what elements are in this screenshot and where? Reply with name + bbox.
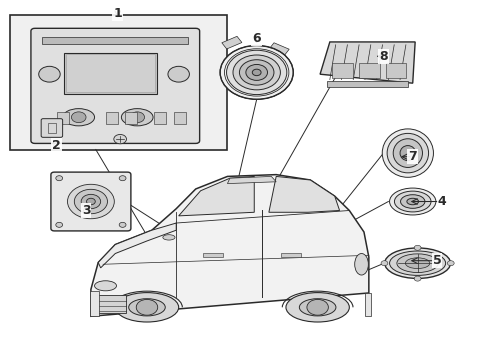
Bar [331, 63, 352, 78]
Circle shape [71, 112, 86, 123]
Bar [125, 112, 137, 125]
Bar [268, 43, 288, 55]
Circle shape [226, 50, 286, 95]
Text: 1: 1 [113, 7, 122, 20]
Bar [47, 123, 56, 133]
Ellipse shape [386, 134, 427, 173]
Polygon shape [227, 176, 276, 184]
Bar [105, 112, 118, 125]
Ellipse shape [406, 198, 418, 205]
Ellipse shape [396, 254, 437, 273]
Ellipse shape [94, 281, 116, 291]
Ellipse shape [389, 188, 435, 215]
Circle shape [39, 66, 60, 82]
Ellipse shape [299, 299, 335, 316]
Circle shape [119, 176, 126, 181]
Ellipse shape [392, 139, 422, 167]
Ellipse shape [354, 253, 367, 275]
Bar [203, 253, 222, 257]
Ellipse shape [63, 109, 94, 126]
Bar [42, 37, 188, 44]
Bar [281, 253, 300, 257]
Bar [90, 291, 99, 316]
Ellipse shape [384, 248, 449, 278]
Circle shape [447, 261, 453, 266]
Ellipse shape [285, 293, 348, 322]
FancyBboxPatch shape [31, 28, 199, 143]
Ellipse shape [405, 258, 429, 269]
Bar [365, 293, 370, 316]
Text: 7: 7 [407, 150, 416, 163]
Circle shape [81, 194, 101, 209]
Circle shape [56, 176, 62, 181]
Circle shape [220, 45, 293, 99]
Circle shape [413, 245, 420, 250]
Polygon shape [178, 176, 254, 216]
Polygon shape [320, 42, 414, 83]
Bar [327, 81, 407, 87]
Text: 3: 3 [81, 204, 90, 217]
Text: 4: 4 [437, 195, 446, 208]
Ellipse shape [400, 195, 424, 208]
Bar [385, 63, 406, 78]
Circle shape [119, 222, 126, 227]
Circle shape [56, 222, 62, 227]
Text: 8: 8 [378, 50, 387, 63]
Circle shape [245, 64, 267, 80]
Text: 2: 2 [52, 139, 61, 152]
Bar [358, 63, 379, 78]
Bar [92, 295, 126, 313]
Bar [57, 112, 69, 125]
Bar [173, 112, 185, 125]
Circle shape [86, 198, 95, 205]
Circle shape [380, 261, 387, 266]
Text: 5: 5 [432, 254, 441, 267]
Bar [64, 53, 157, 94]
Circle shape [232, 55, 280, 90]
Circle shape [136, 300, 158, 315]
Ellipse shape [121, 109, 153, 126]
Circle shape [306, 300, 328, 315]
Ellipse shape [394, 191, 430, 212]
Ellipse shape [389, 251, 445, 275]
Ellipse shape [382, 129, 432, 177]
Circle shape [67, 184, 114, 219]
Bar [154, 112, 166, 125]
Polygon shape [91, 175, 368, 316]
Circle shape [252, 69, 261, 76]
Polygon shape [98, 223, 176, 268]
FancyBboxPatch shape [41, 119, 62, 137]
Circle shape [167, 66, 189, 82]
Text: 6: 6 [252, 32, 261, 45]
Bar [66, 54, 155, 93]
Ellipse shape [163, 235, 175, 240]
Circle shape [413, 276, 420, 281]
Ellipse shape [115, 293, 178, 322]
Ellipse shape [128, 299, 165, 316]
Circle shape [114, 134, 126, 144]
Circle shape [130, 112, 144, 123]
Polygon shape [268, 176, 339, 212]
Bar [10, 15, 227, 149]
Circle shape [239, 60, 273, 85]
FancyBboxPatch shape [51, 172, 131, 231]
Ellipse shape [399, 145, 415, 161]
Bar [222, 36, 242, 49]
Circle shape [74, 189, 107, 214]
